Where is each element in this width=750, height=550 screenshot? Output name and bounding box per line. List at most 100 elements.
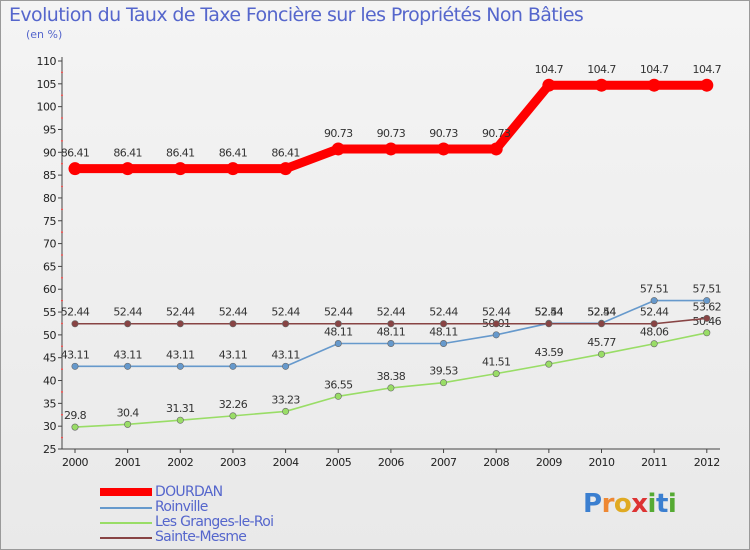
data-label: 86.41 bbox=[113, 147, 142, 160]
series-les-granges-le-roi: 29.8 30.4 31.31 32.26 33.23 36.55 38.38 39.53 41… bbox=[64, 315, 722, 431]
data-point bbox=[279, 162, 293, 176]
data-point bbox=[176, 320, 184, 328]
legend-label: Roinville bbox=[155, 499, 208, 515]
y-tick-label: 110 bbox=[37, 55, 57, 68]
data-label: 104.7 bbox=[587, 63, 616, 76]
series-dourdan: 86.41 86.41 86.41 86.41 86.41 90.73 90.73 90.73… bbox=[61, 63, 722, 176]
y-minor-tick bbox=[61, 345, 63, 348]
x-tick-label: 2011 bbox=[641, 456, 667, 469]
y-tick-label: 45 bbox=[43, 352, 56, 365]
data-point bbox=[384, 142, 398, 156]
data-label: 32.26 bbox=[219, 398, 248, 411]
data-point bbox=[595, 78, 608, 92]
logo-letter: i bbox=[647, 489, 657, 519]
data-label: 52.44 bbox=[482, 306, 511, 319]
legend-label: Les Granges-le-Roi bbox=[155, 514, 274, 530]
data-point bbox=[440, 320, 448, 328]
y-tick-label: 85 bbox=[43, 169, 56, 182]
data-point bbox=[124, 420, 132, 428]
data-point bbox=[489, 142, 503, 156]
data-point bbox=[229, 412, 237, 420]
data-label: 104.7 bbox=[640, 63, 669, 76]
y-tick-label: 25 bbox=[43, 443, 56, 456]
data-label: 48.06 bbox=[640, 326, 669, 339]
data-label: 90.73 bbox=[429, 127, 458, 140]
data-label: 53.62 bbox=[693, 300, 722, 313]
x-tick-label: 2007 bbox=[431, 456, 457, 469]
data-label: 90.73 bbox=[377, 127, 406, 140]
y-tick-label: 90 bbox=[43, 146, 56, 159]
y-minor-tick bbox=[61, 208, 63, 211]
data-point bbox=[387, 340, 395, 348]
data-point bbox=[282, 407, 290, 415]
data-label: 38.38 bbox=[377, 370, 406, 383]
y-tick-label: 30 bbox=[43, 420, 56, 433]
logo-letter: t bbox=[655, 489, 668, 519]
data-point bbox=[650, 340, 658, 348]
data-point bbox=[226, 162, 240, 176]
data-point bbox=[331, 142, 345, 156]
y-tick-label: 65 bbox=[43, 260, 56, 273]
data-label: 43.11 bbox=[61, 348, 90, 361]
y-minor-tick bbox=[61, 71, 63, 74]
logo-letter: o bbox=[613, 489, 632, 519]
data-point bbox=[334, 392, 342, 400]
data-label: 52.44 bbox=[271, 306, 300, 319]
data-point bbox=[176, 362, 184, 370]
data-label: 52.54 bbox=[587, 305, 616, 318]
data-point bbox=[71, 320, 79, 328]
data-point bbox=[437, 142, 451, 156]
data-point bbox=[71, 362, 79, 370]
y-tick-label: 95 bbox=[43, 123, 56, 136]
x-tick-label: 2008 bbox=[483, 456, 509, 469]
data-point bbox=[440, 379, 448, 387]
data-label: 52.54 bbox=[535, 305, 564, 318]
data-label: 52.44 bbox=[166, 306, 195, 319]
data-point bbox=[650, 297, 658, 305]
x-tick-label: 2000 bbox=[62, 456, 88, 469]
data-label: 90.73 bbox=[324, 127, 353, 140]
data-label: 43.11 bbox=[219, 348, 248, 361]
data-label: 52.44 bbox=[219, 306, 248, 319]
y-minor-tick bbox=[61, 276, 63, 279]
y-minor-tick bbox=[61, 185, 63, 188]
data-label: 41.51 bbox=[482, 356, 511, 369]
y-minor-tick bbox=[61, 94, 63, 97]
y-minor-tick bbox=[61, 391, 63, 393]
chart-subtitle: (en %) bbox=[26, 28, 63, 41]
data-point bbox=[597, 350, 605, 358]
x-tick-label: 2002 bbox=[167, 456, 193, 469]
data-label: 86.41 bbox=[166, 147, 195, 160]
data-point bbox=[229, 362, 237, 370]
y-tick-label: 35 bbox=[43, 397, 56, 410]
logo-letter: x bbox=[631, 489, 648, 519]
y-minor-tick bbox=[61, 139, 63, 142]
y-minor-tick bbox=[61, 436, 63, 439]
data-point bbox=[545, 360, 553, 368]
legend-label: DOURDAN bbox=[155, 484, 223, 500]
data-point bbox=[542, 78, 556, 92]
x-tick-label: 2009 bbox=[536, 456, 562, 469]
data-point bbox=[440, 340, 448, 348]
data-label: 43.11 bbox=[271, 348, 300, 361]
data-label: 86.41 bbox=[271, 147, 300, 160]
data-point bbox=[71, 423, 79, 431]
data-point bbox=[68, 162, 82, 176]
data-point bbox=[282, 362, 290, 370]
data-label: 33.23 bbox=[271, 393, 300, 406]
legend-swatch bbox=[100, 522, 152, 524]
data-label: 36.55 bbox=[324, 378, 353, 391]
x-tick-label: 2001 bbox=[115, 456, 141, 469]
y-tick-label: 100 bbox=[37, 101, 57, 114]
data-label: 43.11 bbox=[166, 348, 195, 361]
data-label: 43.59 bbox=[535, 346, 564, 359]
data-label: 52.44 bbox=[324, 306, 353, 319]
data-point bbox=[703, 297, 711, 305]
data-point bbox=[492, 331, 500, 339]
data-point bbox=[597, 320, 605, 328]
x-tick-label: 2010 bbox=[589, 456, 615, 469]
data-point bbox=[387, 320, 395, 328]
y-minor-tick bbox=[61, 231, 63, 234]
y-tick-label: 70 bbox=[43, 238, 56, 251]
